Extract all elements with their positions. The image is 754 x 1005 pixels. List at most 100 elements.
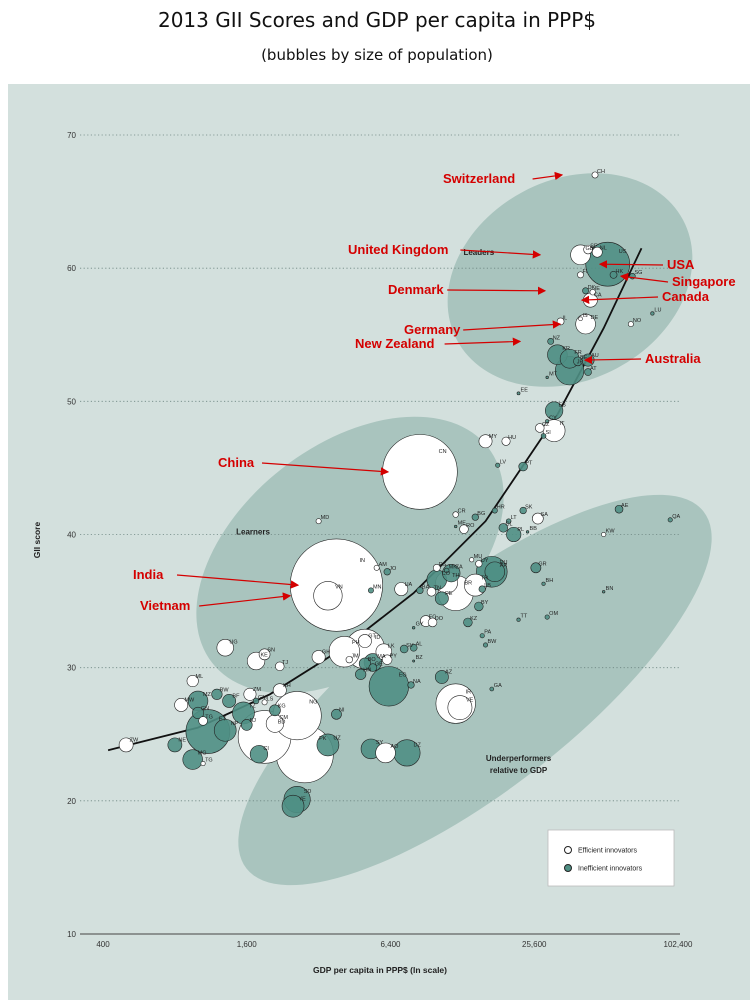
iso-label-pe: PE	[445, 591, 453, 597]
bubble-mt	[545, 375, 549, 379]
bubble-ve	[447, 695, 473, 721]
iso-label-et: ET	[219, 717, 227, 723]
bubble-mn	[368, 587, 374, 594]
iso-label-mz: MZ	[203, 692, 212, 698]
iso-label-ge: GE	[375, 662, 383, 668]
callout-arrow	[583, 355, 642, 365]
iso-label-ga: GA	[494, 683, 502, 689]
bubble-np	[213, 718, 237, 742]
group-ellipse-3	[238, 494, 712, 886]
iso-label-mg: MG	[198, 751, 207, 757]
bubble-rs	[432, 563, 441, 572]
iso-label-cz: CZ	[542, 422, 550, 428]
iso-label-in: IN	[360, 558, 366, 564]
bubble-hn	[355, 668, 367, 680]
iso-label-ne: NE	[178, 737, 186, 743]
iso-label-np: NP	[231, 721, 239, 727]
iso-label-at: AT	[590, 366, 597, 372]
bubble-hk	[609, 271, 618, 279]
iso-label-zm: ZM	[253, 687, 261, 693]
x-tick-label: 25,600	[522, 940, 547, 949]
bubble-uz	[316, 733, 340, 757]
bubble-ee	[516, 391, 521, 396]
iso-label-jo: JO	[389, 566, 397, 572]
iso-label-lk: LK	[388, 644, 395, 650]
iso-label-ie: IE	[595, 286, 601, 292]
iso-label-se: SE	[590, 243, 598, 249]
iso-label-rs: RS	[439, 562, 447, 568]
iso-label-do: DO	[435, 616, 444, 622]
chart-subtitle: (bubbles by size of population)	[261, 46, 493, 64]
group-label-3: Underperformers relative to GDP	[486, 754, 552, 775]
iso-label-tt: TT	[521, 614, 528, 620]
bubble-nl	[591, 246, 603, 258]
iso-label-am: AM	[379, 562, 388, 568]
iso-label-gb: GB	[585, 246, 593, 252]
iso-label-my: MY	[489, 434, 498, 440]
callout-gb: United Kingdom	[348, 242, 448, 257]
bubble-kz	[463, 617, 473, 628]
iso-label-uy: UY	[481, 558, 489, 564]
iso-label-ph: PH	[352, 640, 360, 646]
iso-label-it: IT	[560, 421, 566, 427]
callout-arrow	[532, 171, 564, 181]
callout-arrow	[580, 295, 659, 305]
callout-arrow	[460, 249, 542, 259]
bubble-pe	[434, 591, 449, 606]
bubble-bb	[525, 530, 530, 534]
iso-label-gr: GR	[538, 561, 546, 567]
iso-label-za: ZA	[456, 565, 463, 571]
callout-de: Germany	[404, 322, 461, 337]
callout-arrow	[176, 574, 300, 589]
group-label-1: Leaders	[463, 248, 494, 257]
bubble-be	[573, 356, 583, 367]
iso-label-is: IS	[583, 313, 589, 319]
bubble-kg	[269, 704, 281, 717]
bubble-pa	[479, 633, 485, 639]
callout-vn: Vietnam	[140, 598, 190, 613]
bubble-ao	[375, 742, 396, 764]
iso-label-bh: BH	[546, 578, 554, 584]
bubble-lv	[495, 462, 501, 468]
callout-arrow	[447, 286, 547, 295]
iso-label-sg: SG	[634, 270, 642, 276]
iso-label-tz: TZ	[249, 703, 256, 709]
iso-label-gn: GN	[201, 706, 209, 712]
iso-label-hk: HK	[616, 269, 624, 275]
bubble-al	[409, 643, 418, 652]
bubble-ye	[281, 794, 305, 818]
iso-label-az: AZ	[445, 670, 453, 676]
bubble-at	[584, 368, 592, 376]
iso-label-ca: CA	[594, 293, 602, 299]
iso-label-kg: KG	[278, 704, 286, 710]
iso-label-ar: AR	[500, 563, 508, 569]
bubble-sv	[399, 644, 409, 654]
iso-label-ng: NG	[309, 700, 317, 706]
bubble-gh	[311, 650, 326, 664]
bubble-mu	[469, 557, 475, 563]
iso-label-es: ES	[558, 402, 566, 408]
y-tick-label: 20	[67, 797, 76, 806]
bubble-gm	[252, 697, 260, 705]
iso-label-hu: HU	[508, 435, 516, 441]
callout-arrow	[619, 272, 669, 283]
bubble-ci	[249, 745, 269, 764]
iso-label-vn: VN	[335, 585, 343, 591]
iso-label-br: BR	[464, 580, 472, 586]
bubble-bz	[412, 659, 416, 663]
bubble-cz	[535, 423, 545, 433]
bubble-ne	[167, 737, 183, 753]
legend-marker-efficient	[564, 846, 572, 854]
bubble-ch	[591, 171, 599, 179]
callout-au: Australia	[645, 351, 701, 366]
callout-dk: Denmark	[388, 282, 444, 297]
y-tick-label: 10	[67, 930, 76, 939]
bubble-ro	[459, 524, 469, 534]
iso-label-co: CO	[442, 571, 451, 577]
iso-label-sk: SK	[525, 505, 533, 511]
bubble-no	[627, 321, 634, 328]
bubble-se	[583, 244, 593, 255]
bubble-mw	[174, 698, 189, 712]
y-tick-label: 50	[67, 397, 76, 406]
x-tick-label: 1,600	[237, 940, 258, 949]
